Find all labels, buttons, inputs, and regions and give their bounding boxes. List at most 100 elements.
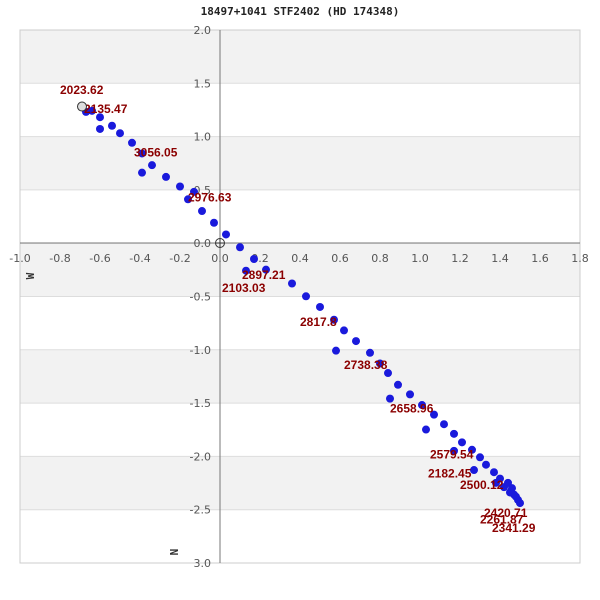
epoch-label: 2135.47: [84, 102, 128, 116]
background-band: [20, 349, 580, 404]
data-point: [406, 390, 414, 399]
tick-labels: -1.0 -0.8 -0.6 -0.4 -0.2 0.0 0.2 0.4 0.6 0.8 1.0 1.…: [9, 24, 588, 570]
x-tick-label: 1.2: [451, 252, 469, 265]
data-point: [138, 168, 146, 177]
background-band: [20, 243, 580, 297]
data-point: [458, 438, 466, 447]
data-point: [176, 182, 184, 191]
axes: [20, 30, 580, 563]
y-tick-label: 1.0: [194, 131, 212, 144]
data-point: [288, 279, 296, 288]
x-tick-label: -1.0: [9, 252, 30, 265]
data-point: [190, 187, 198, 196]
x-axis-label: W: [24, 272, 37, 279]
y-tick-label: -2.0: [190, 450, 211, 463]
x-tick-label: 0.0: [211, 252, 229, 265]
data-point: [516, 499, 524, 508]
x-tick-label: -0.2: [169, 252, 190, 265]
first-observation-marker: [77, 101, 87, 112]
epoch-label: 2103.03: [222, 281, 266, 295]
data-point: [384, 369, 392, 378]
markers: [77, 101, 225, 248]
data-point: [148, 161, 156, 170]
x-tick-label: 1.8: [571, 252, 589, 265]
data-point: [332, 346, 340, 355]
epoch-label: 2500.12: [460, 478, 504, 492]
data-point: [376, 359, 384, 368]
y-tick-label: 0.0: [194, 237, 212, 250]
y-tick-label: -0.5: [190, 291, 211, 304]
data-point: [468, 445, 476, 454]
data-point: [330, 315, 338, 324]
epoch-label: 2738.38: [344, 358, 388, 372]
data-point: [450, 446, 458, 455]
x-tick-label: 0.8: [371, 252, 389, 265]
background-bands: [20, 30, 580, 510]
data-point: [450, 429, 458, 438]
x-tick-label: -0.8: [49, 252, 70, 265]
data-point: [236, 243, 244, 252]
data-point: [128, 138, 136, 147]
y-tick-label: 1.5: [194, 77, 212, 90]
data-point: [198, 207, 206, 216]
y-tick-label: -2.5: [190, 504, 211, 517]
epoch-label: 2182.45: [428, 467, 472, 481]
data-point: [476, 453, 484, 462]
data-point: [470, 466, 478, 475]
data-point: [482, 460, 490, 469]
data-point: [210, 218, 218, 227]
epoch-label: 3056.05: [134, 146, 178, 160]
epoch-label: 2341.29: [492, 521, 536, 535]
background-band: [20, 30, 580, 84]
data-point: [116, 129, 124, 138]
data-point: [262, 265, 270, 274]
y-axis-label: N: [168, 549, 181, 556]
data-point: [352, 337, 360, 346]
data-point: [508, 484, 516, 493]
background-band: [20, 136, 580, 190]
data-point: [496, 474, 504, 483]
epoch-label: 2420.71: [484, 506, 528, 520]
plot-border: [19, 29, 581, 564]
data-point: [250, 254, 258, 263]
x-tick-label: 1.4: [491, 252, 509, 265]
data-point: [184, 195, 192, 204]
epoch-label: 2658.96: [390, 401, 434, 415]
y-tick-label: -1.5: [190, 397, 211, 410]
y-tick-label: -1.0: [190, 344, 211, 357]
data-point: [96, 124, 104, 133]
data-point: [490, 468, 498, 477]
data-point: [138, 149, 146, 158]
x-tick-label: 0.4: [291, 252, 309, 265]
x-tick-label: 1.6: [531, 252, 549, 265]
chart-title: 18497+1041 STF2402 (HD 174348): [200, 5, 400, 18]
data-point: [88, 106, 96, 115]
epoch-label: 2976.63: [188, 190, 232, 204]
epoch-label: 2579.54: [430, 447, 474, 461]
data-point: [162, 172, 170, 181]
x-tick-label: -0.4: [129, 252, 150, 265]
data-point: [418, 401, 426, 410]
plot-frame: [19, 29, 581, 564]
x-tick-label: 1.0: [411, 252, 429, 265]
data-point: [108, 121, 116, 130]
annotations: 2023.62 2135.47 3056.05 2976.63 2897.212103.…: [60, 83, 536, 535]
data-point: [422, 425, 430, 434]
epoch-label: 2817.8: [300, 315, 337, 329]
data-point: [394, 380, 402, 389]
data-point: [340, 326, 348, 335]
epoch-label: 2023.62: [60, 83, 104, 97]
x-tick-label: -0.6: [89, 252, 110, 265]
data-point: [430, 410, 438, 419]
epoch-label: 2897.21: [242, 268, 286, 282]
y-tick-label: 2.0: [194, 24, 212, 37]
data-point: [242, 266, 250, 275]
data-point: [366, 348, 374, 357]
epoch-label: 2261.87: [480, 512, 524, 526]
data-point: [316, 302, 324, 311]
data-point: [96, 113, 104, 122]
x-tick-label: 0.6: [331, 252, 349, 265]
data-point: [386, 394, 394, 403]
data-point: [222, 230, 230, 239]
